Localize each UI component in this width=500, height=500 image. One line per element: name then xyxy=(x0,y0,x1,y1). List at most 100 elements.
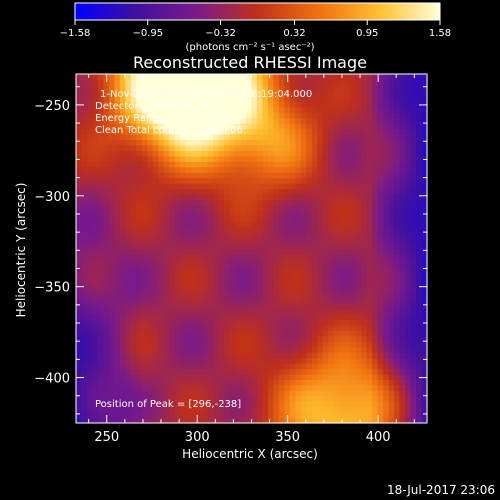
heatmap-pixel xyxy=(251,395,258,402)
heatmap-pixel xyxy=(251,346,258,353)
heatmap-pixel xyxy=(306,133,313,141)
heatmap-pixel xyxy=(273,417,280,424)
heatmap-pixel xyxy=(180,166,187,173)
heatmap-pixel xyxy=(97,303,105,310)
heatmap-pixel xyxy=(339,166,346,173)
heatmap-pixel xyxy=(306,335,313,342)
heatmap-pixel xyxy=(361,237,368,244)
heatmap-pixel xyxy=(191,363,198,370)
heatmap-pixel xyxy=(76,275,83,282)
heatmap-pixel xyxy=(289,335,296,342)
heatmap-pixel xyxy=(240,384,247,391)
heatmap-pixel xyxy=(289,324,296,331)
heatmap-pixel xyxy=(240,303,247,310)
heatmap-pixel xyxy=(163,259,170,266)
heatmap-pixel xyxy=(213,237,220,244)
heatmap-pixel xyxy=(344,406,351,413)
heatmap-pixel xyxy=(114,395,121,402)
colorbar-tick-label: 0.32 xyxy=(283,28,305,39)
heatmap-pixel xyxy=(191,308,198,315)
heatmap-pixel xyxy=(202,166,209,173)
heatmap-pixel xyxy=(180,237,187,244)
heatmap-pixel xyxy=(405,379,412,386)
heatmap-pixel xyxy=(141,417,148,424)
heatmap-pixel xyxy=(229,248,236,255)
heatmap-pixel xyxy=(278,183,286,190)
heatmap-pixel xyxy=(81,106,88,113)
heatmap-pixel xyxy=(256,248,264,255)
heatmap-pixel xyxy=(191,412,198,419)
heatmap-pixel xyxy=(207,264,214,271)
heatmap-pixel xyxy=(92,341,99,348)
heatmap-pixel xyxy=(273,74,280,81)
heatmap-pixel xyxy=(147,412,154,419)
heatmap-pixel xyxy=(410,308,417,315)
heatmap-pixel xyxy=(86,292,94,299)
heatmap-pixel xyxy=(103,95,110,102)
heatmap-pixel xyxy=(158,412,165,419)
heatmap-pixel xyxy=(246,232,253,239)
heatmap-pixel xyxy=(366,74,373,81)
heatmap-pixel xyxy=(174,74,181,81)
heatmap-pixel xyxy=(240,373,247,380)
heatmap-pixel xyxy=(136,417,143,424)
heatmap-pixel xyxy=(125,412,132,419)
heatmap-pixel xyxy=(185,297,192,304)
heatmap-pixel xyxy=(361,384,368,391)
heatmap-pixel xyxy=(377,204,384,211)
heatmap-pixel xyxy=(103,253,110,261)
heatmap-pixel xyxy=(125,324,132,331)
heatmap-pixel xyxy=(322,346,329,353)
heatmap-pixel xyxy=(174,253,181,261)
heatmap-pixel xyxy=(240,363,247,370)
heatmap-pixel xyxy=(86,204,94,211)
heatmap-pixel xyxy=(141,199,148,206)
heatmap-pixel xyxy=(114,303,121,310)
heatmap-pixel xyxy=(218,215,225,222)
heatmap-pixel xyxy=(328,412,335,419)
heatmap-pixel xyxy=(125,297,132,304)
heatmap-pixel xyxy=(97,270,105,277)
heatmap-pixel xyxy=(81,313,88,320)
heatmap-pixel xyxy=(405,150,412,157)
heatmap-pixel xyxy=(224,226,231,233)
heatmap-pixel xyxy=(306,248,313,255)
heatmap-pixel xyxy=(136,330,143,337)
heatmap-pixel xyxy=(169,384,176,391)
heatmap-pixel xyxy=(377,172,384,179)
heatmap-pixel xyxy=(311,183,318,190)
heatmap-pixel xyxy=(339,210,346,217)
heatmap-pixel xyxy=(377,303,384,310)
heatmap-pixel xyxy=(103,84,110,91)
heatmap-pixel xyxy=(273,303,280,310)
heatmap-pixel xyxy=(355,204,362,211)
heatmap-pixel xyxy=(383,215,390,222)
heatmap-pixel xyxy=(284,357,291,364)
heatmap-pixel xyxy=(92,144,99,151)
heatmap-pixel xyxy=(76,286,83,293)
heatmap-pixel xyxy=(136,319,143,326)
heatmap-pixel xyxy=(344,155,351,162)
heatmap-pixel xyxy=(76,112,83,119)
heatmap-pixel xyxy=(169,297,176,304)
heatmap-pixel xyxy=(372,221,379,228)
heatmap-pixel xyxy=(394,161,401,168)
heatmap-pixel xyxy=(333,308,340,315)
heatmap-pixel xyxy=(388,133,395,141)
heatmap-pixel xyxy=(240,275,247,282)
heatmap-pixel xyxy=(289,128,296,135)
heatmap-pixel xyxy=(152,199,159,206)
heatmap-pixel xyxy=(289,166,296,173)
heatmap-pixel xyxy=(311,352,318,359)
heatmap-pixel xyxy=(284,172,291,179)
heatmap-pixel xyxy=(262,177,269,184)
heatmap-pixel xyxy=(97,248,105,255)
heatmap-pixel xyxy=(410,215,417,222)
heatmap-pixel xyxy=(421,253,428,261)
heatmap-pixel xyxy=(235,253,242,261)
heatmap-pixel xyxy=(213,324,220,331)
heatmap-pixel xyxy=(240,166,247,173)
heatmap-pixel xyxy=(92,286,99,293)
heatmap-pixel xyxy=(202,335,209,342)
heatmap-pixel xyxy=(267,74,275,81)
